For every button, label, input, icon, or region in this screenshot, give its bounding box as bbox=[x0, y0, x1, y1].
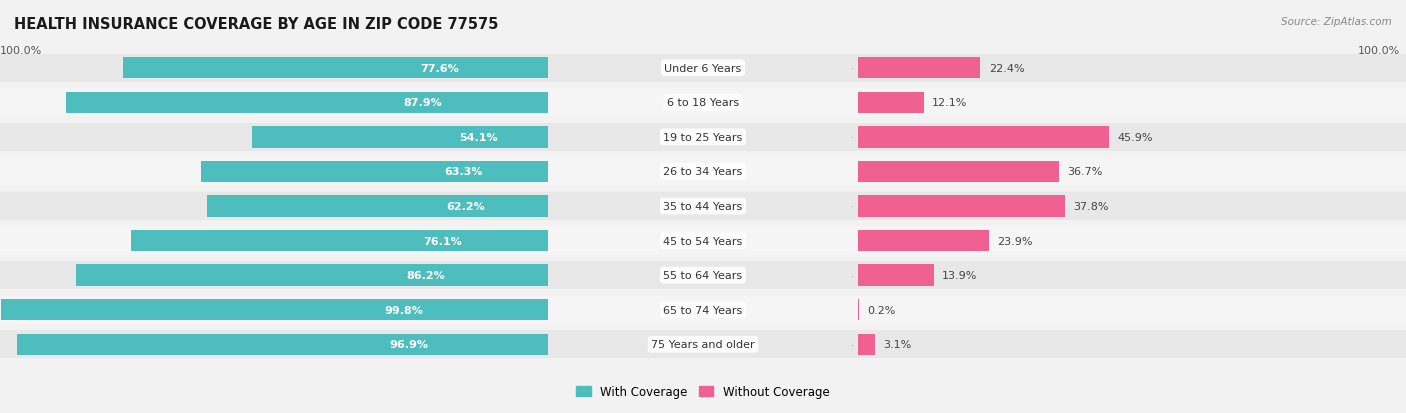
Bar bbox=[858, 227, 1406, 255]
Text: 23.9%: 23.9% bbox=[997, 236, 1032, 246]
Bar bbox=[858, 55, 1406, 83]
Text: 100.0%: 100.0% bbox=[0, 46, 42, 56]
Text: HEALTH INSURANCE COVERAGE BY AGE IN ZIP CODE 77575: HEALTH INSURANCE COVERAGE BY AGE IN ZIP … bbox=[14, 17, 499, 31]
Text: 45 to 54 Years: 45 to 54 Years bbox=[664, 236, 742, 246]
Bar bbox=[548, 158, 1406, 186]
Text: 77.6%: 77.6% bbox=[420, 64, 460, 74]
Text: 6 to 18 Years: 6 to 18 Years bbox=[666, 98, 740, 108]
Bar bbox=[548, 192, 1406, 221]
Bar bbox=[0, 227, 548, 255]
Text: 76.1%: 76.1% bbox=[423, 236, 463, 246]
Text: 19 to 25 Years: 19 to 25 Years bbox=[664, 133, 742, 142]
Bar bbox=[858, 261, 1406, 290]
Bar bbox=[548, 123, 1406, 152]
Text: 13.9%: 13.9% bbox=[942, 271, 977, 280]
Text: 22.4%: 22.4% bbox=[988, 64, 1025, 74]
Bar bbox=[66, 93, 548, 114]
Text: 87.9%: 87.9% bbox=[404, 98, 443, 108]
Text: 75 Years and older: 75 Years and older bbox=[651, 339, 755, 349]
Bar bbox=[858, 127, 1109, 148]
Text: 35 to 44 Years: 35 to 44 Years bbox=[664, 202, 742, 211]
Text: 0.2%: 0.2% bbox=[868, 305, 896, 315]
Text: 54.1%: 54.1% bbox=[460, 133, 498, 142]
Bar bbox=[548, 330, 1406, 358]
Bar bbox=[0, 89, 548, 117]
Text: 55 to 64 Years: 55 to 64 Years bbox=[664, 271, 742, 280]
Bar bbox=[122, 58, 548, 79]
Bar bbox=[858, 58, 980, 79]
Text: 99.8%: 99.8% bbox=[384, 305, 423, 315]
Bar bbox=[858, 161, 1059, 183]
Bar bbox=[201, 161, 548, 183]
Text: 63.3%: 63.3% bbox=[444, 167, 482, 177]
Bar bbox=[252, 127, 548, 148]
Bar bbox=[0, 296, 548, 324]
Bar bbox=[0, 261, 548, 290]
Bar bbox=[858, 196, 1064, 217]
Bar bbox=[858, 158, 1406, 186]
Text: 45.9%: 45.9% bbox=[1118, 133, 1153, 142]
Text: 96.9%: 96.9% bbox=[389, 339, 427, 349]
Bar bbox=[0, 192, 548, 221]
Bar bbox=[858, 230, 988, 252]
Bar bbox=[207, 196, 548, 217]
Bar bbox=[0, 123, 548, 152]
Text: 26 to 34 Years: 26 to 34 Years bbox=[664, 167, 742, 177]
Text: 86.2%: 86.2% bbox=[406, 271, 446, 280]
Text: 100.0%: 100.0% bbox=[1358, 46, 1400, 56]
Text: 62.2%: 62.2% bbox=[446, 202, 485, 211]
Bar bbox=[858, 330, 1406, 358]
Text: Under 6 Years: Under 6 Years bbox=[665, 64, 741, 74]
Bar bbox=[548, 296, 1406, 324]
Bar bbox=[858, 93, 924, 114]
Text: 36.7%: 36.7% bbox=[1067, 167, 1102, 177]
Bar bbox=[858, 89, 1406, 117]
Text: 12.1%: 12.1% bbox=[932, 98, 967, 108]
Text: 3.1%: 3.1% bbox=[883, 339, 911, 349]
Bar bbox=[1, 299, 548, 320]
Bar bbox=[548, 55, 1406, 83]
Bar bbox=[76, 265, 548, 286]
Bar bbox=[548, 261, 1406, 290]
Bar bbox=[858, 123, 1406, 152]
Legend: With Coverage, Without Coverage: With Coverage, Without Coverage bbox=[572, 381, 834, 403]
Bar bbox=[0, 55, 548, 83]
Bar bbox=[131, 230, 548, 252]
Bar bbox=[858, 265, 934, 286]
Bar bbox=[0, 330, 548, 358]
Bar bbox=[858, 334, 875, 355]
Text: 65 to 74 Years: 65 to 74 Years bbox=[664, 305, 742, 315]
Bar bbox=[858, 192, 1406, 221]
Bar bbox=[858, 296, 1406, 324]
Bar bbox=[548, 227, 1406, 255]
Text: Source: ZipAtlas.com: Source: ZipAtlas.com bbox=[1281, 17, 1392, 26]
Bar bbox=[0, 158, 548, 186]
Bar bbox=[17, 334, 548, 355]
Text: 37.8%: 37.8% bbox=[1073, 202, 1109, 211]
Bar bbox=[548, 89, 1406, 117]
